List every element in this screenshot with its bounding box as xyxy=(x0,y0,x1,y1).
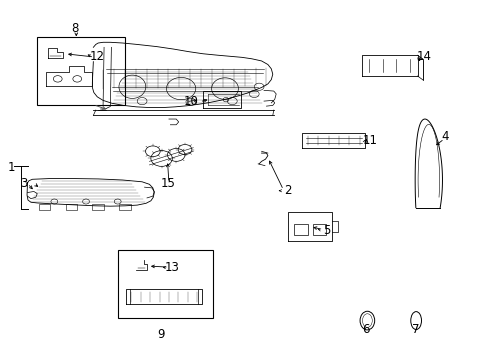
Text: 5: 5 xyxy=(322,224,329,237)
Text: 6: 6 xyxy=(361,323,368,336)
Bar xyxy=(294,225,307,234)
Bar xyxy=(37,37,125,105)
Bar xyxy=(39,204,50,211)
Text: 1: 1 xyxy=(8,161,15,174)
Bar xyxy=(312,225,326,234)
Text: 3: 3 xyxy=(20,177,28,190)
Text: 12: 12 xyxy=(90,50,104,63)
Bar xyxy=(92,204,104,211)
Text: 15: 15 xyxy=(160,177,175,190)
Text: 7: 7 xyxy=(411,323,419,336)
Text: 11: 11 xyxy=(362,134,377,147)
Bar xyxy=(119,204,131,211)
Text: 2: 2 xyxy=(283,184,290,197)
Text: 9: 9 xyxy=(157,328,164,341)
Text: 13: 13 xyxy=(164,261,180,274)
Bar xyxy=(118,250,212,318)
Text: 14: 14 xyxy=(416,50,430,63)
Text: 4: 4 xyxy=(441,130,448,143)
Bar xyxy=(65,204,77,211)
Text: 8: 8 xyxy=(71,22,79,35)
Text: 10: 10 xyxy=(183,95,198,108)
